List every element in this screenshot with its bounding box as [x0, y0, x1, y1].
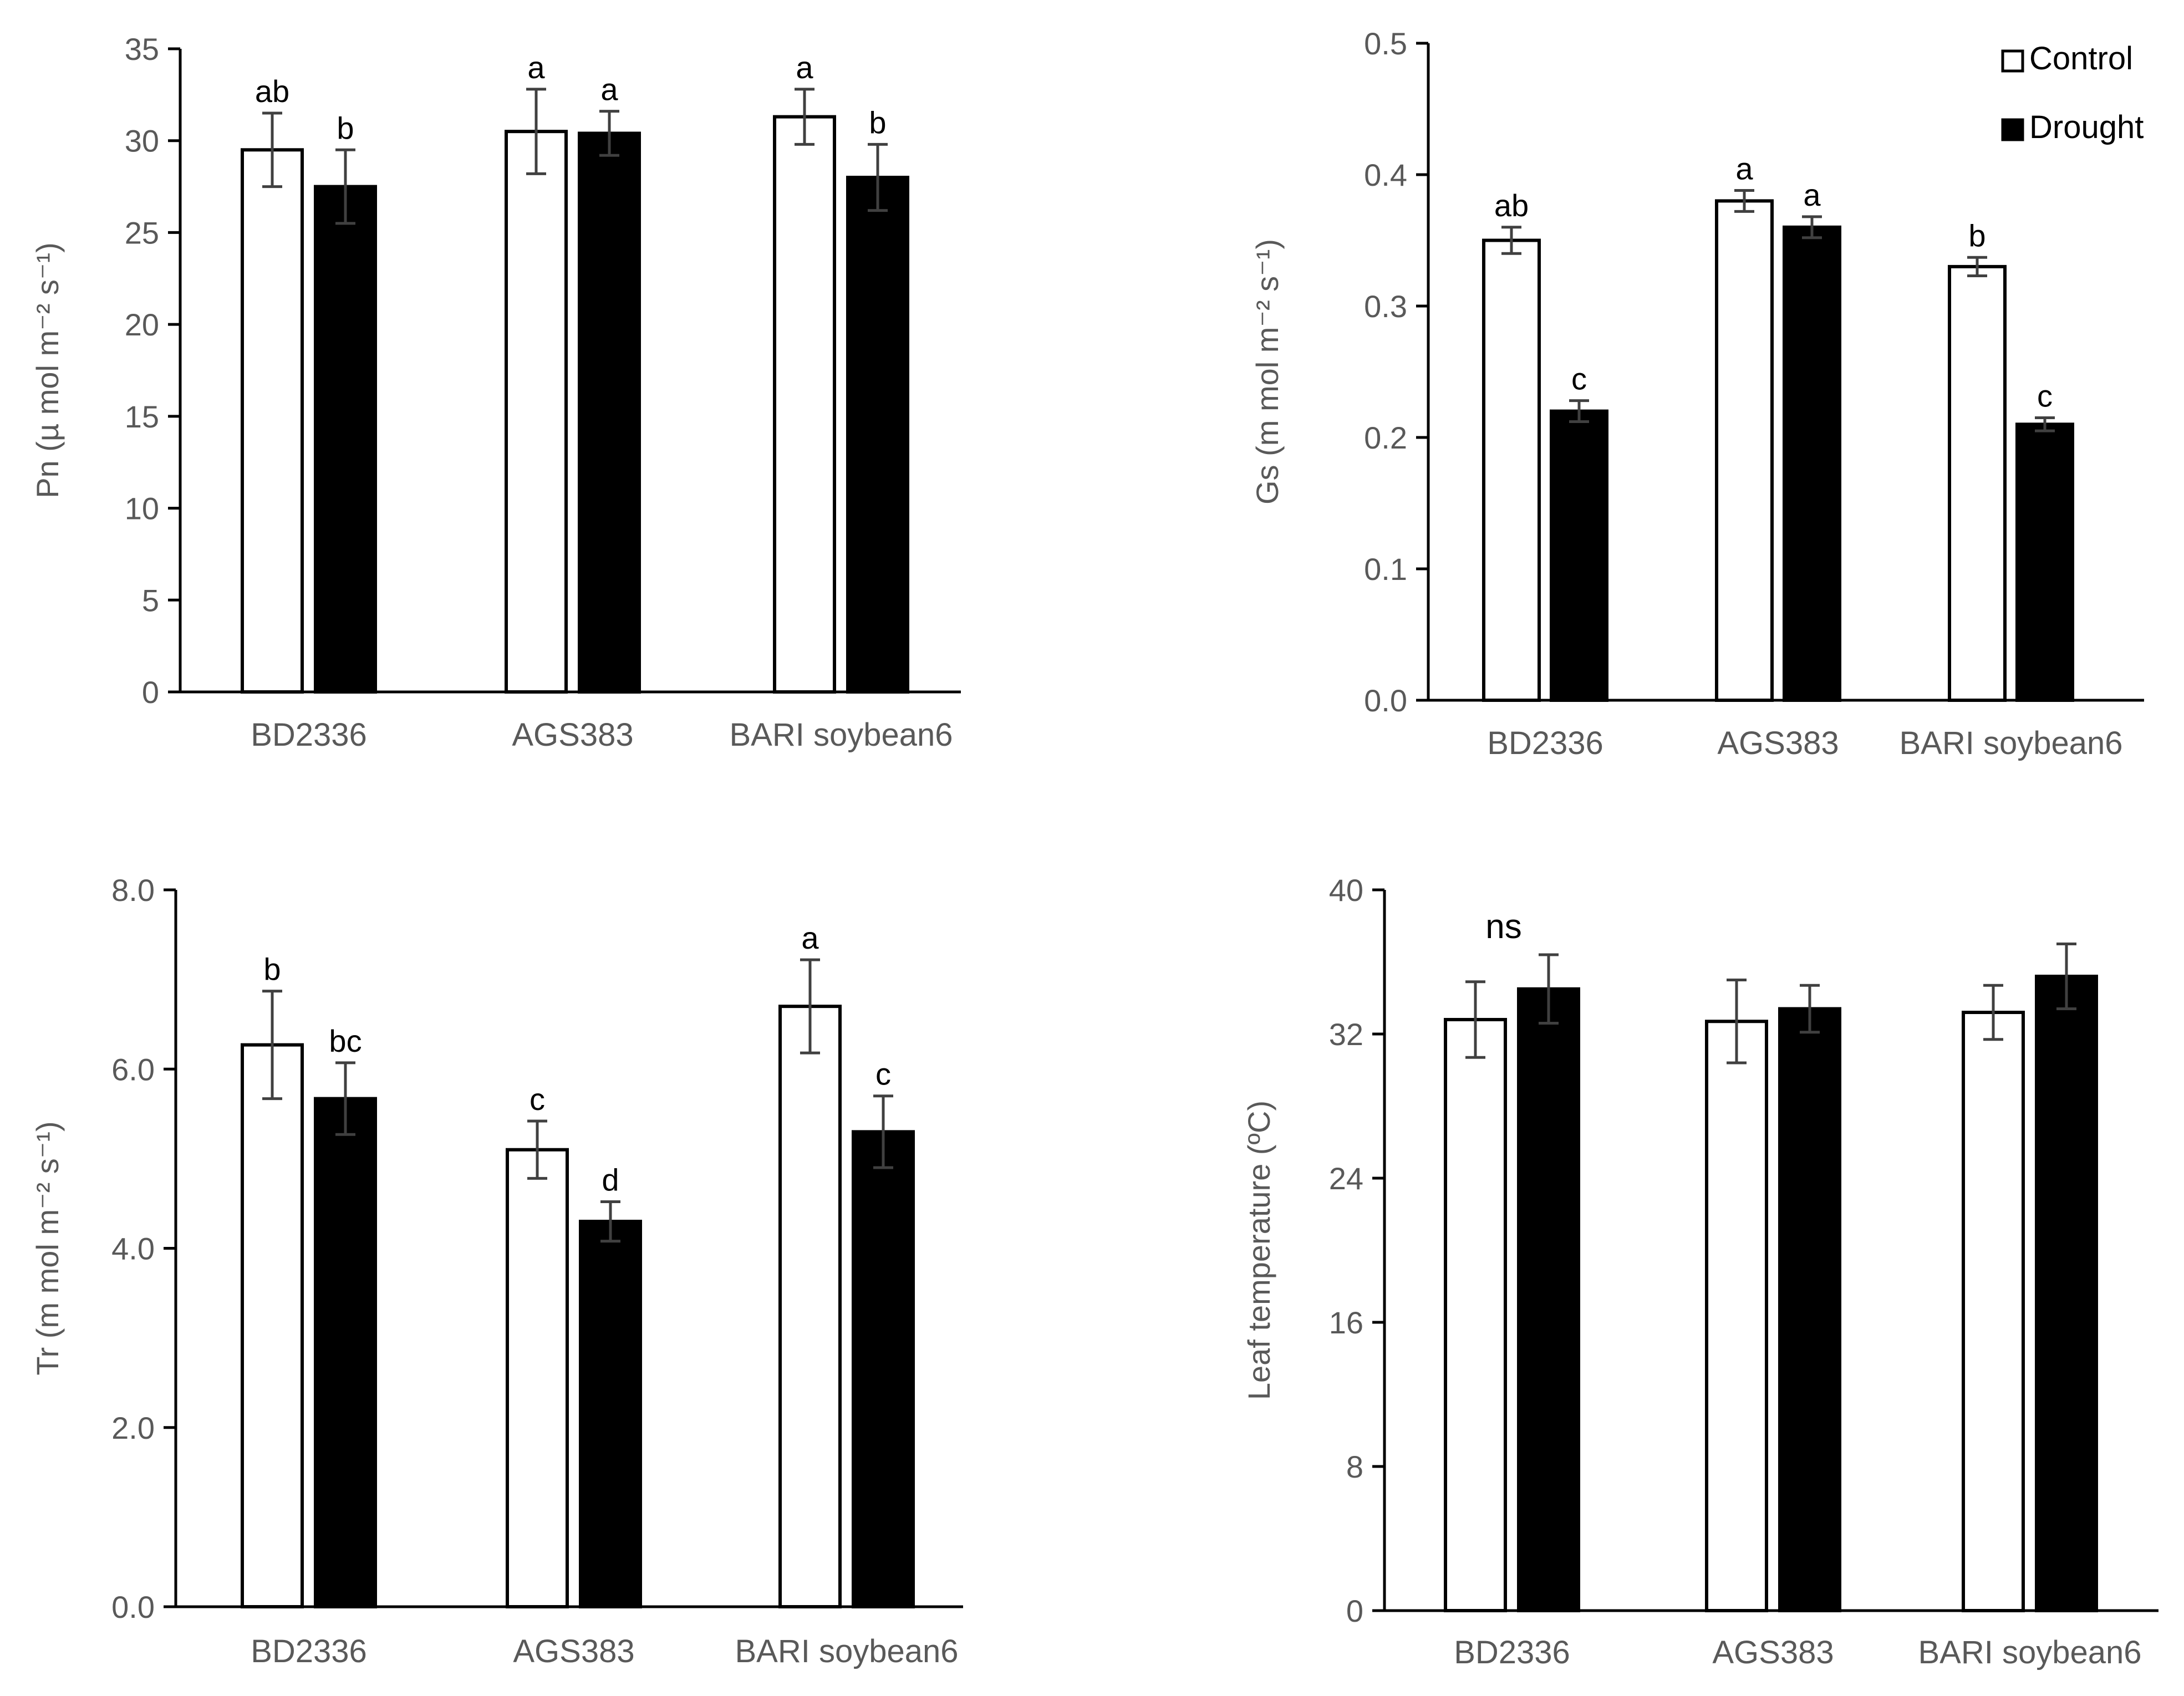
y-tick-label: 0.0 — [111, 1590, 155, 1624]
x-category-label: AGS383 — [1712, 1634, 1834, 1670]
bar-control — [773, 115, 836, 694]
legend-swatch-drought — [2001, 118, 2024, 141]
y-tick-label: 15 — [125, 399, 159, 434]
y-axis-label: Gs (m mol m⁻² s⁻¹) — [1250, 239, 1285, 505]
y-tick-label: 8 — [1346, 1449, 1363, 1484]
bar-control — [1962, 1011, 2025, 1612]
x-category-label: AGS383 — [512, 717, 633, 753]
y-tick-label: 4.0 — [111, 1231, 155, 1266]
y-tick-label: 0.0 — [1364, 683, 1407, 718]
y-tick-label: 0 — [142, 675, 159, 710]
significance-letter: c — [1571, 361, 1587, 396]
chart-panel-4: 0 8 16 24 32 40 Leaf temperature (ºC) BD2336 AGS… — [1241, 873, 2158, 1670]
significance-letter: c — [875, 1057, 891, 1092]
bar-drought — [1778, 1007, 1841, 1612]
bar-control — [241, 1043, 304, 1608]
y-tick-label: 30 — [125, 124, 159, 159]
significance-letter: a — [1803, 177, 1821, 212]
x-category-label: BARI soybean6 — [1899, 725, 2122, 761]
bar-drought — [579, 1220, 642, 1608]
y-tick-label: 0.5 — [1364, 26, 1407, 61]
chart-panel-1: 0 5 10 15 20 25 30 35 Pn (µ mol m⁻² s⁻¹) BD2336 AG… — [30, 32, 961, 753]
bar-drought — [852, 1130, 915, 1608]
significance-letter: a — [796, 50, 813, 85]
bar-drought — [1550, 409, 1608, 702]
bar-drought — [846, 176, 909, 694]
bar-drought — [314, 185, 377, 694]
significance-letter: a — [600, 72, 618, 107]
bar-drought — [1783, 225, 1841, 702]
chart-panel-2: 0.0 0.1 0.2 0.3 0.4 0.5 Gs (m mol m⁻² s⁻¹) BD23… — [1250, 26, 2144, 761]
bar-control — [1715, 199, 1774, 702]
y-tick-label: 0 — [1346, 1593, 1363, 1628]
bar-drought — [2035, 975, 2098, 1612]
significance-letter: ab — [255, 74, 289, 109]
y-tick-label: 35 — [125, 32, 159, 67]
x-category-label: BD2336 — [251, 717, 367, 753]
bar-control — [505, 130, 568, 694]
legend-label-drought: Drought — [2029, 109, 2144, 145]
significance-letter: ab — [1494, 188, 1529, 223]
significance-letter: c — [2037, 378, 2053, 413]
y-tick-label: 6.0 — [111, 1052, 155, 1087]
bar-drought — [1517, 987, 1580, 1612]
bar-drought — [578, 131, 641, 694]
y-tick-label: 25 — [125, 215, 159, 250]
x-category-label: BD2336 — [1487, 725, 1603, 761]
significance-letter: b — [337, 110, 354, 145]
x-category-label: BARI soybean6 — [1918, 1634, 2141, 1670]
y-axis-label: Pn (µ mol m⁻² s⁻¹) — [30, 242, 65, 498]
bar-control — [1705, 1020, 1768, 1612]
y-tick-label: 8.0 — [111, 873, 155, 908]
significance-letter: d — [602, 1162, 619, 1197]
bar-control — [1948, 264, 2007, 702]
y-tick-label: 0.3 — [1364, 289, 1407, 324]
significance-letter: a — [1735, 151, 1753, 186]
significance-letter: bc — [329, 1023, 362, 1058]
y-tick-label: 0.1 — [1364, 552, 1407, 587]
y-tick-label: 20 — [125, 307, 159, 342]
bar-control — [778, 1005, 842, 1608]
legend-swatch-control — [2001, 49, 2024, 73]
bar-drought — [314, 1097, 377, 1609]
y-tick-label: 2.0 — [111, 1410, 155, 1445]
y-axis-label: Leaf temperature (ºC) — [1241, 1101, 1276, 1400]
y-tick-label: 32 — [1329, 1017, 1363, 1052]
bar-control — [1444, 1018, 1507, 1612]
annotation-ns: ns — [1485, 908, 1521, 946]
y-tick-label: 10 — [125, 491, 159, 526]
significance-letter: b — [263, 952, 281, 987]
significance-letter: b — [869, 105, 886, 140]
bar-control — [506, 1148, 569, 1608]
x-category-label: BD2336 — [1454, 1634, 1570, 1670]
x-category-label: BARI soybean6 — [735, 1633, 958, 1669]
y-axis-label: Tr (m mol m⁻² s⁻¹) — [30, 1121, 65, 1375]
panels: 0 5 10 15 20 25 30 35 Pn (µ mol m⁻² s⁻¹) BD2336 AG… — [30, 26, 2158, 1670]
bar-control — [241, 148, 304, 694]
y-tick-label: 40 — [1329, 873, 1363, 908]
bar-drought — [2015, 422, 2074, 702]
y-tick-label: 0.2 — [1364, 420, 1407, 455]
legend-label-control: Control — [2029, 40, 2133, 77]
y-tick-label: 0.4 — [1364, 157, 1407, 192]
bar-control — [1482, 238, 1541, 702]
x-category-label: BD2336 — [251, 1633, 367, 1669]
y-tick-label: 16 — [1329, 1305, 1363, 1340]
significance-letter: a — [527, 50, 545, 85]
x-category-label: AGS383 — [513, 1633, 634, 1669]
y-tick-label: 24 — [1329, 1161, 1363, 1196]
y-tick-label: 5 — [142, 583, 159, 618]
significance-letter: c — [530, 1082, 545, 1117]
x-category-label: AGS383 — [1717, 725, 1839, 761]
x-category-label: BARI soybean6 — [729, 717, 953, 753]
chart-panel-3: 0.0 2.0 4.0 6.0 8.0 Tr (m mol m⁻² s⁻¹) BD2336 A… — [30, 873, 963, 1669]
significance-letter: b — [1968, 218, 1986, 253]
significance-letter: a — [801, 920, 819, 955]
legend: Control Drought — [2001, 40, 2144, 145]
